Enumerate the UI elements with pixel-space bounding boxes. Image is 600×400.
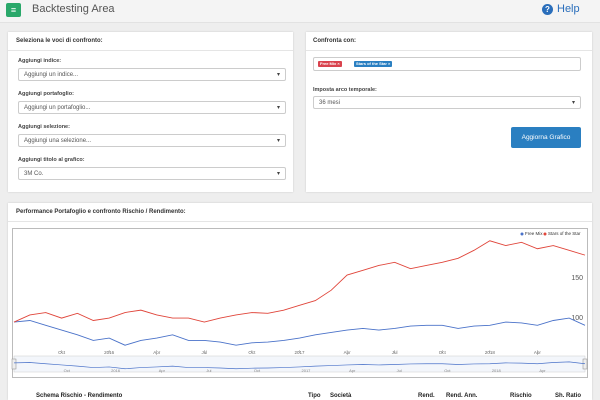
update-button[interactable]: Aggiorna Grafico bbox=[511, 127, 581, 148]
column-header: Tipo bbox=[308, 393, 321, 399]
select[interactable]: Aggiungi un portafoglio... bbox=[18, 101, 286, 115]
tag-text: Stars of the Star bbox=[356, 61, 387, 66]
tag-text: Free Mix bbox=[320, 61, 337, 66]
help-link[interactable]: ? Help bbox=[542, 3, 580, 15]
panel-title: Performance Portafoglio e confronto Risc… bbox=[16, 209, 186, 215]
column-header: Società bbox=[330, 393, 352, 399]
divider bbox=[8, 221, 592, 222]
field-label: Aggiungi indice: bbox=[18, 58, 62, 64]
column-header: Sh. Ratio bbox=[555, 393, 582, 399]
column-header: Rend. Ann. bbox=[446, 393, 478, 399]
field-label: Aggiungi portafoglio: bbox=[18, 91, 74, 97]
column-header: Schema Rischio - Rendimento bbox=[36, 393, 123, 399]
select[interactable]: Aggiungi una selezione... bbox=[18, 134, 286, 148]
divider bbox=[8, 50, 293, 51]
tag[interactable]: Stars of the Star × bbox=[354, 61, 393, 67]
field-label: Imposta arco temporale: bbox=[313, 87, 377, 93]
help-text: Help bbox=[557, 3, 580, 15]
select[interactable]: 3M Co. bbox=[18, 167, 286, 181]
field-label: Aggiungi selezione: bbox=[18, 124, 70, 130]
select[interactable]: 36 mesi bbox=[313, 96, 581, 110]
menu-button[interactable]: ≡ bbox=[6, 3, 21, 17]
column-header: Rend. bbox=[418, 393, 435, 399]
field-label: Aggiungi titolo al grafico: bbox=[18, 157, 85, 163]
chart-frame bbox=[12, 228, 588, 378]
select[interactable]: Aggiungi un indice... bbox=[18, 68, 286, 82]
right-panel bbox=[306, 32, 592, 192]
tag[interactable]: Free Mix × bbox=[318, 61, 342, 67]
app-title: Backtesting Area bbox=[32, 3, 115, 15]
panel-title: Seleziona le voci di confronto: bbox=[16, 38, 103, 44]
divider bbox=[306, 50, 592, 51]
top-bar bbox=[0, 0, 600, 23]
column-header: Rischio bbox=[510, 393, 532, 399]
tag-input[interactable]: Free Mix × Stars of the Star × bbox=[313, 57, 581, 71]
panel-title: Confronta con: bbox=[313, 38, 356, 44]
